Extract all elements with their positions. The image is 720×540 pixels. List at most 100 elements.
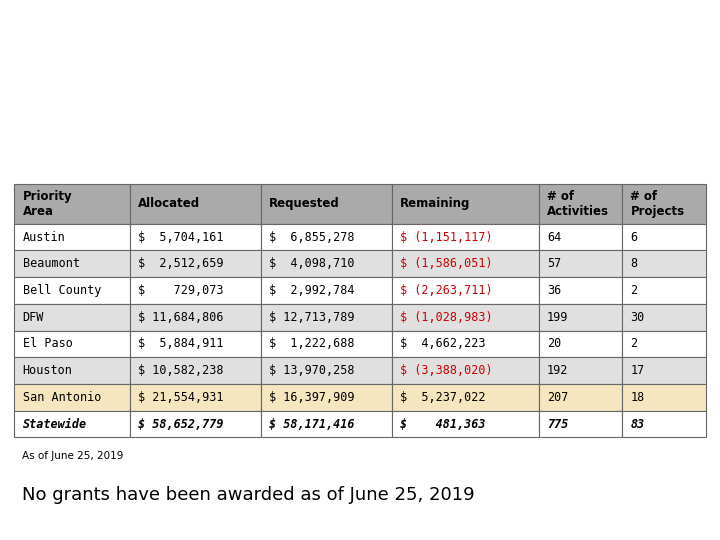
Text: 775: 775 [547, 417, 568, 430]
Bar [14, 411, 130, 437]
Text: No grants have been awarded as of June 25, 2019: No grants have been awarded as of June 2… [22, 486, 474, 504]
Bar [261, 384, 392, 411]
Text: 207: 207 [547, 391, 568, 404]
Bar [14, 251, 130, 277]
Bar [622, 357, 706, 384]
Bar [539, 304, 622, 330]
Text: As of June 25, 2019: As of June 25, 2019 [22, 451, 123, 461]
Bar [130, 304, 261, 330]
Bar [539, 251, 622, 277]
Text: $  1,222,688: $ 1,222,688 [269, 338, 354, 350]
Text: $    481,363: $ 481,363 [400, 417, 485, 430]
Bar [130, 411, 261, 437]
Bar [392, 224, 539, 251]
Text: Houston: Houston [23, 364, 73, 377]
Text: 2: 2 [631, 338, 638, 350]
Text: $ (1,028,983): $ (1,028,983) [400, 310, 492, 323]
Text: Remaining: Remaining [400, 197, 470, 210]
Text: 64: 64 [547, 231, 562, 244]
Bar [261, 277, 392, 304]
Bar [392, 330, 539, 357]
Text: Statewide: Statewide [23, 417, 87, 430]
Text: 30: 30 [631, 310, 644, 323]
Bar [130, 357, 261, 384]
Bar [622, 277, 706, 304]
Text: 36: 36 [547, 284, 562, 297]
Text: $ 16,397,909: $ 16,397,909 [269, 391, 354, 404]
Text: $ 58,652,779: $ 58,652,779 [138, 417, 223, 430]
Bar [261, 304, 392, 330]
Text: # of
Activities: # of Activities [547, 190, 609, 218]
Bar [622, 304, 706, 330]
Text: 17: 17 [631, 364, 644, 377]
Text: $ 21,554,931: $ 21,554,931 [138, 391, 223, 404]
Text: $  2,992,784: $ 2,992,784 [269, 284, 354, 297]
Text: 199: 199 [547, 310, 568, 323]
Bar [392, 357, 539, 384]
Bar [539, 357, 622, 384]
Bar [622, 184, 706, 224]
Bar [392, 384, 539, 411]
Text: Grants for School, Transit,
and Shuttle Buses: Grants for School, Transit, and Shuttle … [135, 57, 585, 122]
Text: $    729,073: $ 729,073 [138, 284, 223, 297]
Text: Requested: Requested [269, 197, 340, 210]
Bar [130, 251, 261, 277]
Text: 57: 57 [547, 257, 562, 270]
Bar [261, 330, 392, 357]
Text: $ 58,171,416: $ 58,171,416 [269, 417, 354, 430]
Bar [392, 277, 539, 304]
Text: $  5,704,161: $ 5,704,161 [138, 231, 223, 244]
Text: $  5,884,911: $ 5,884,911 [138, 338, 223, 350]
Bar [130, 224, 261, 251]
Text: DFW: DFW [23, 310, 44, 323]
Bar [539, 330, 622, 357]
Bar [14, 330, 130, 357]
Bar [392, 411, 539, 437]
Text: 18: 18 [631, 391, 644, 404]
Bar [14, 357, 130, 384]
Bar [14, 184, 130, 224]
Bar [392, 304, 539, 330]
Bar [622, 251, 706, 277]
Text: $ (1,151,117): $ (1,151,117) [400, 231, 492, 244]
Bar [539, 184, 622, 224]
Bar [539, 411, 622, 437]
Text: $ (1,586,051): $ (1,586,051) [400, 257, 492, 270]
Bar [261, 224, 392, 251]
Text: $ (3,388,020): $ (3,388,020) [400, 364, 492, 377]
Bar [622, 224, 706, 251]
Text: Allocated: Allocated [138, 197, 200, 210]
Text: $  2,512,659: $ 2,512,659 [138, 257, 223, 270]
Text: San Antonio: San Antonio [23, 391, 101, 404]
Bar [261, 184, 392, 224]
Bar [130, 384, 261, 411]
Text: # of
Projects: # of Projects [631, 190, 685, 218]
Bar [261, 357, 392, 384]
Text: 8: 8 [631, 257, 638, 270]
Bar [130, 277, 261, 304]
Bar [261, 411, 392, 437]
Bar [392, 184, 539, 224]
Bar [539, 224, 622, 251]
Text: Bell County: Bell County [23, 284, 101, 297]
Text: $ 12,713,789: $ 12,713,789 [269, 310, 354, 323]
Bar [14, 277, 130, 304]
Text: $  5,237,022: $ 5,237,022 [400, 391, 485, 404]
Bar [622, 411, 706, 437]
Text: 20: 20 [547, 338, 562, 350]
Bar [622, 384, 706, 411]
Bar [14, 304, 130, 330]
Text: 83: 83 [631, 417, 644, 430]
Text: $  6,855,278: $ 6,855,278 [269, 231, 354, 244]
Bar [14, 384, 130, 411]
Bar [539, 384, 622, 411]
Text: 6: 6 [631, 231, 638, 244]
Bar [392, 251, 539, 277]
Text: 192: 192 [547, 364, 568, 377]
Text: $ (2,263,711): $ (2,263,711) [400, 284, 492, 297]
Bar [130, 330, 261, 357]
Bar [622, 330, 706, 357]
Text: El Paso: El Paso [23, 338, 73, 350]
Text: $ 13,970,258: $ 13,970,258 [269, 364, 354, 377]
Text: Priority
Area: Priority Area [23, 190, 72, 218]
